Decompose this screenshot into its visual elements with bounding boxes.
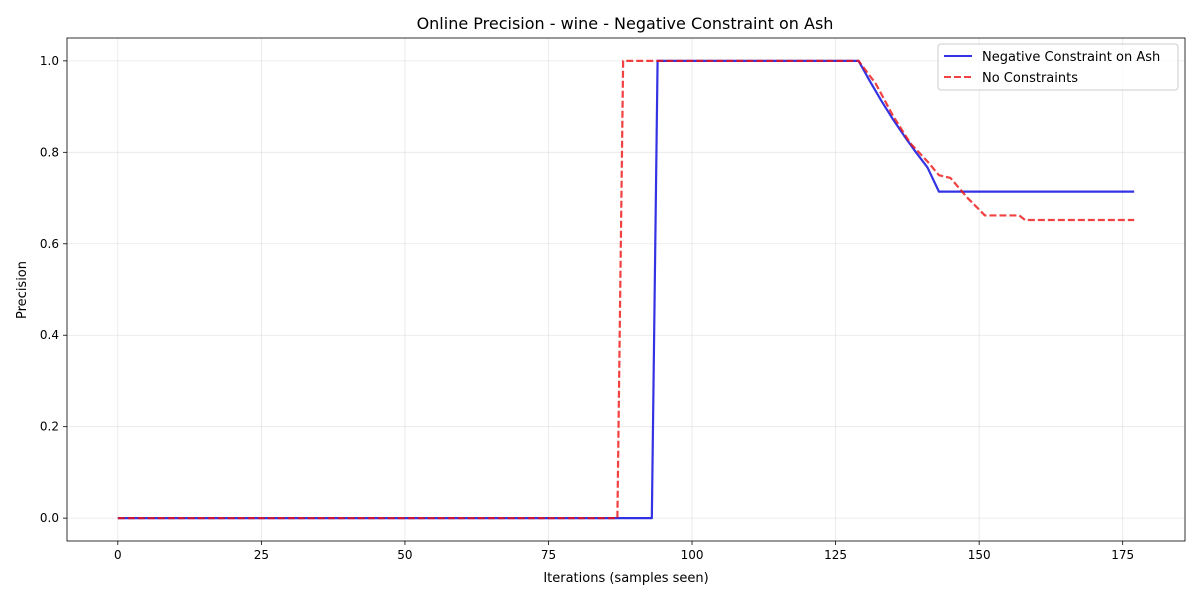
legend-frame [937,43,1179,91]
series-line-no-constraints [117,59,1135,520]
series-line-negative-constraint-on-ash [117,59,1135,520]
y-axis-title: Precision [15,261,30,319]
y-tick-label: 0.8 [40,145,59,159]
y-tick-label: 0.2 [40,420,59,434]
x-tick-label: 125 [824,548,847,562]
grid [67,38,1185,541]
legend: Negative Constraint on Ash No Constraint… [937,43,1179,91]
x-axis-title: Iterations (samples seen) [543,571,708,586]
x-tick-label: 75 [541,548,556,562]
legend-label-negative-constraint: Negative Constraint on Ash [982,50,1160,65]
y-tick-label: 0.6 [40,237,59,251]
y-tick-label: 0.0 [40,511,59,525]
plot-frame [66,37,1186,542]
x-tick-label: 150 [968,548,991,562]
y-tick-label: 0.4 [40,328,59,342]
x-tick-label: 100 [681,548,704,562]
y-tick-label: 1.0 [40,54,59,68]
chart-title: Online Precision - wine - Negative Const… [417,14,834,33]
series-layer [117,59,1135,520]
x-tick-label: 25 [254,548,269,562]
x-tick-label: 0 [114,548,122,562]
tick-layer: 0 25 50 75 100 125 150 175 0.0 0.2 0.4 0.6 0.8 1.0 [40,54,1134,562]
x-tick-label: 50 [397,548,412,562]
legend-label-no-constraints: No Constraints [982,71,1078,86]
x-tick-label: 175 [1111,548,1134,562]
